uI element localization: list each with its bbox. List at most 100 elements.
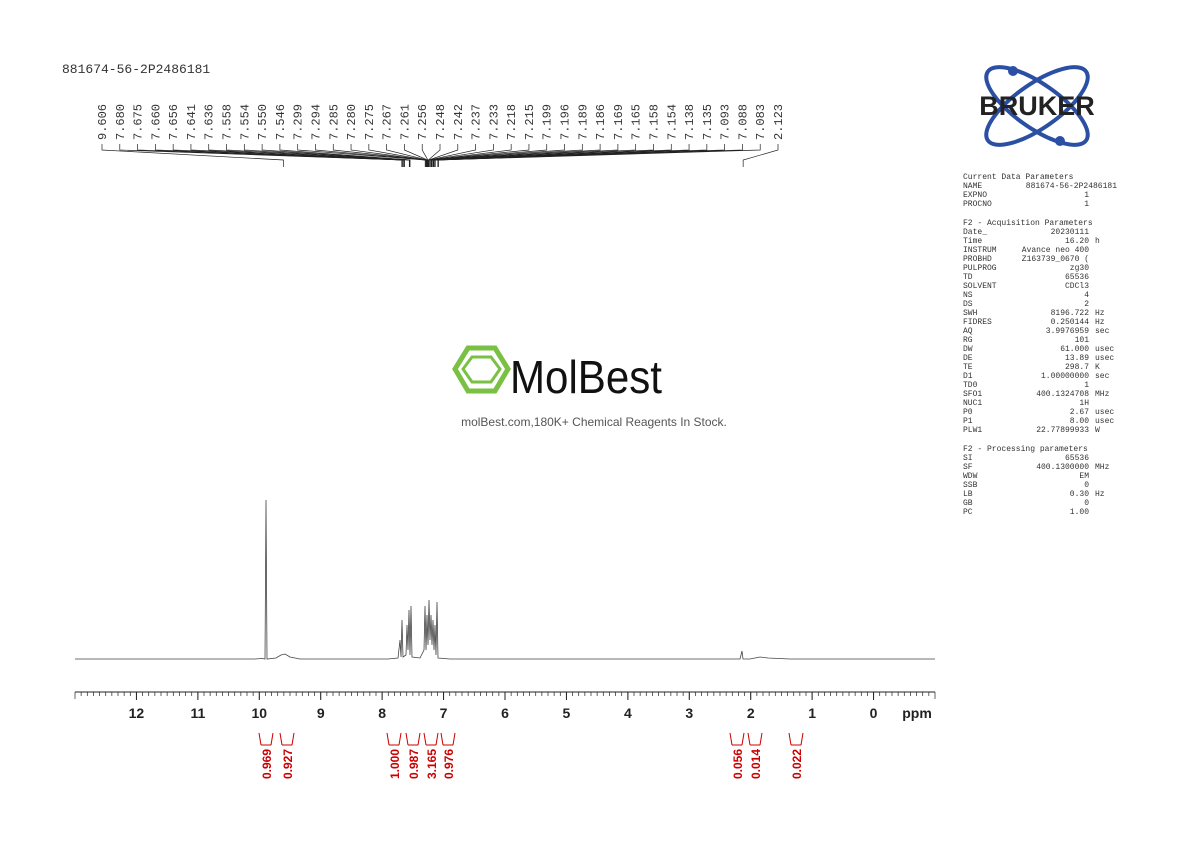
integral-bracket [279,732,295,746]
parameter-unit: sec [1095,327,1110,336]
parameter-name: Date_ [963,228,987,237]
parameter-value: EM [1079,472,1089,481]
parameter-value: 65536 [1065,454,1089,463]
parameter-name: INSTRUM [963,246,997,255]
parameter-value: 16.20 [1065,237,1089,246]
parameter-name: DS [963,300,973,309]
peak-label: 7.237 [470,104,484,140]
parameter-value: 1.00000000 [1041,372,1089,381]
integral-bracket [729,732,745,746]
parameter-name: LB [963,490,973,499]
peak-label: 7.546 [274,104,288,140]
integral-bracket [258,732,274,746]
parameter-name: AQ [963,327,973,336]
peak-label: 7.558 [221,104,235,140]
peak-connector [421,144,429,167]
peak-label: 7.218 [505,104,519,140]
peak-label: 7.135 [701,104,715,140]
peak-connector [431,144,601,167]
x-axis-label: ppm [902,705,932,721]
integral-bracket [386,732,402,746]
peak-label: 2.123 [772,104,786,140]
parameter-name: SOLVENT [963,282,997,291]
integral-label: 0.927 [281,749,295,779]
parameter-unit: MHz [1095,463,1110,472]
watermark-hexagon [452,345,511,394]
peak-connector [427,144,441,167]
x-tick-label: 1 [808,705,816,721]
integral-label: 3.165 [425,749,439,779]
peak-label: 7.083 [754,104,768,140]
parameter-value: 22.77899933 [1036,426,1089,435]
peak-connector [431,144,565,167]
parameter-value: 20230111 [1051,228,1090,237]
parameter-value: 61.000 [1060,345,1089,354]
peak-label: 7.189 [576,104,590,140]
peak-label: 7.169 [612,104,626,140]
integral-bracket [405,732,421,746]
parameter-name: SWH [963,309,978,318]
peak-label: 7.256 [416,104,430,140]
parameter-name: PULPROG [963,264,997,273]
peak-label: 7.196 [559,104,573,140]
parameter-unit: Hz [1095,490,1105,499]
parameter-unit: W [1095,426,1100,435]
parameter-value: 400.1324708 [1036,390,1089,399]
peak-label: 7.299 [292,104,306,140]
parameter-name: SI [963,454,973,463]
parameter-name: TD0 [963,381,978,390]
parameter-unit: MHz [1095,390,1110,399]
parameter-value: 298.7 [1065,363,1089,372]
peak-connector [101,144,284,167]
parameter-value: zg30 [1070,264,1089,273]
logo-text: BRUKER [979,91,1095,121]
peak-label: 7.675 [132,104,146,140]
peak-connector [172,144,404,167]
watermark-brand: MolBest [510,351,662,403]
x-tick-label: 11 [190,705,205,721]
peak-label: 7.275 [363,104,377,140]
parameter-value: 1 [1084,381,1089,390]
parameter-unit: sec [1095,372,1110,381]
x-tick-label: 0 [870,705,878,721]
peak-label: 7.285 [327,104,341,140]
bruker-logo: BRUKER [979,65,1095,147]
peak-connector [137,144,403,167]
peak-label: 7.636 [203,104,217,140]
peak-label: 7.554 [238,104,252,140]
peak-connector [368,144,428,167]
parameter-value: 4 [1084,291,1089,300]
integral-bracket [747,732,763,746]
parameter-value: 65536 [1065,273,1089,282]
watermark-hexagon [461,355,502,384]
parameter-name: WDW [963,472,978,481]
parameter-value: Z163739_0670 ( [1022,255,1089,264]
watermark-tagline: molBest.com,180K+ Chemical Reagents In S… [461,415,727,429]
peak-connector [430,144,530,167]
integral-label: 0.056 [731,749,745,779]
peak-connector [279,144,411,167]
peak-label: 7.641 [185,104,199,140]
x-tick-label: 12 [129,705,145,721]
parameter-name: FIDRES [963,318,992,327]
watermark: MolBest molBest.com,180K+ Chemical Reage… [452,345,727,429]
parameter-value: 1 [1084,200,1089,209]
peak-label: 7.660 [149,104,163,140]
logo-orbit [984,65,1090,147]
parameter-section-title: F2 - Acquisition Parameters [963,219,1093,228]
x-tick-label: 9 [317,705,325,721]
peak-label: 7.093 [719,104,733,140]
peak-connector [742,144,779,167]
parameter-value: 1 [1084,191,1089,200]
integral-bracket [440,732,456,746]
logo-dot [1055,136,1065,146]
peak-label: 7.158 [647,104,661,140]
x-tick-label: 7 [440,705,448,721]
parameter-name: GB [963,499,973,508]
parameter-value: 3.9976959 [1046,327,1089,336]
parameter-unit: Hz [1095,318,1105,327]
peak-label: 7.215 [523,104,537,140]
parameter-value: 2 [1084,300,1089,309]
